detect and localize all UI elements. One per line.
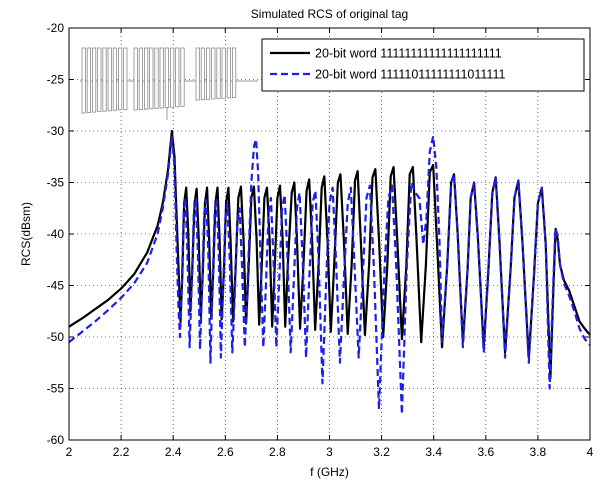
y-tick-label: -45 <box>47 279 65 293</box>
inset-resonator-strip <box>133 47 138 111</box>
x-tick-label: 2.4 <box>165 445 182 459</box>
inset-resonator-strip <box>180 47 185 107</box>
inset-resonator-strip <box>112 47 117 111</box>
series-lines <box>68 129 591 416</box>
x-tick-label: 3.2 <box>373 445 390 459</box>
x-tick-label: 2.6 <box>217 445 234 459</box>
inset-resonator-strip <box>86 47 91 113</box>
inset-resonator-strip <box>102 47 107 112</box>
y-tick-label: -55 <box>47 382 65 396</box>
x-tick-label: 4 <box>587 445 594 459</box>
inset-resonator-strip <box>107 47 112 112</box>
inset-resonator-strip <box>169 47 175 108</box>
inset-resonator-strip <box>143 47 149 110</box>
inset-resonator-strip <box>138 47 143 110</box>
inset-resonator-strip <box>97 47 102 113</box>
legend-box <box>261 38 585 92</box>
x-tick-label: 3 <box>326 445 333 459</box>
inset-resonator-strip <box>175 47 180 108</box>
inset-resonator-strip <box>211 47 216 100</box>
inset-resonator-strip <box>159 47 164 109</box>
y-tick-label: -20 <box>47 21 65 35</box>
inset-resonator-strip <box>226 47 231 99</box>
y-axis-label: RCS(dBsm) <box>19 202 33 266</box>
inset-resonator-strip <box>221 47 226 99</box>
x-tick-label: 3.4 <box>425 445 442 459</box>
inset-resonator-strip <box>123 47 128 110</box>
series-line-2 <box>68 135 591 416</box>
x-tick-label: 2.8 <box>269 445 286 459</box>
y-tick-label: -50 <box>47 330 65 344</box>
inset-resonator-strip <box>231 47 237 98</box>
inset-resonator-strip <box>149 47 154 110</box>
x-tick-label: 2 <box>66 445 73 459</box>
inset-resonator-strip <box>216 47 221 99</box>
x-tick-label: 3.8 <box>530 445 547 459</box>
inset-resonator-strip <box>81 47 86 114</box>
legend-label-2: 20-bit word 11111011111111011111 <box>315 68 505 82</box>
inset-resonator-strip <box>205 47 211 100</box>
legend: 20-bit word 11111111111111111111 20-bit w… <box>261 38 585 92</box>
legend-label-1: 20-bit word 11111111111111111111 <box>315 47 502 61</box>
chart-title: Simulated RCS of original tag <box>251 7 408 21</box>
inset-resonator-strip <box>92 47 97 113</box>
y-tick-label: -60 <box>47 433 65 447</box>
tag-geometry-inset <box>80 47 258 120</box>
inset-resonator-strip <box>164 47 169 108</box>
y-tick-label: -40 <box>47 227 65 241</box>
y-tick-label: -30 <box>47 124 65 138</box>
inset-resonator-strip <box>118 47 123 111</box>
x-tick-label: 3.6 <box>477 445 494 459</box>
inset-resonator-strip <box>200 47 205 101</box>
inset-resonator-strip <box>195 47 200 101</box>
axis-ticks: 2 2.2 2.4 2.6 2.8 3 3.2 3.4 3.6 3.8 4 -20 -25 -30 -35 -… <box>47 21 594 459</box>
x-axis-label: f (GHz) <box>310 465 349 479</box>
x-tick-label: 2.2 <box>113 445 130 459</box>
y-tick-label: -35 <box>47 176 65 190</box>
y-tick-label: -25 <box>47 73 65 87</box>
inset-resonator-strip <box>154 47 159 109</box>
